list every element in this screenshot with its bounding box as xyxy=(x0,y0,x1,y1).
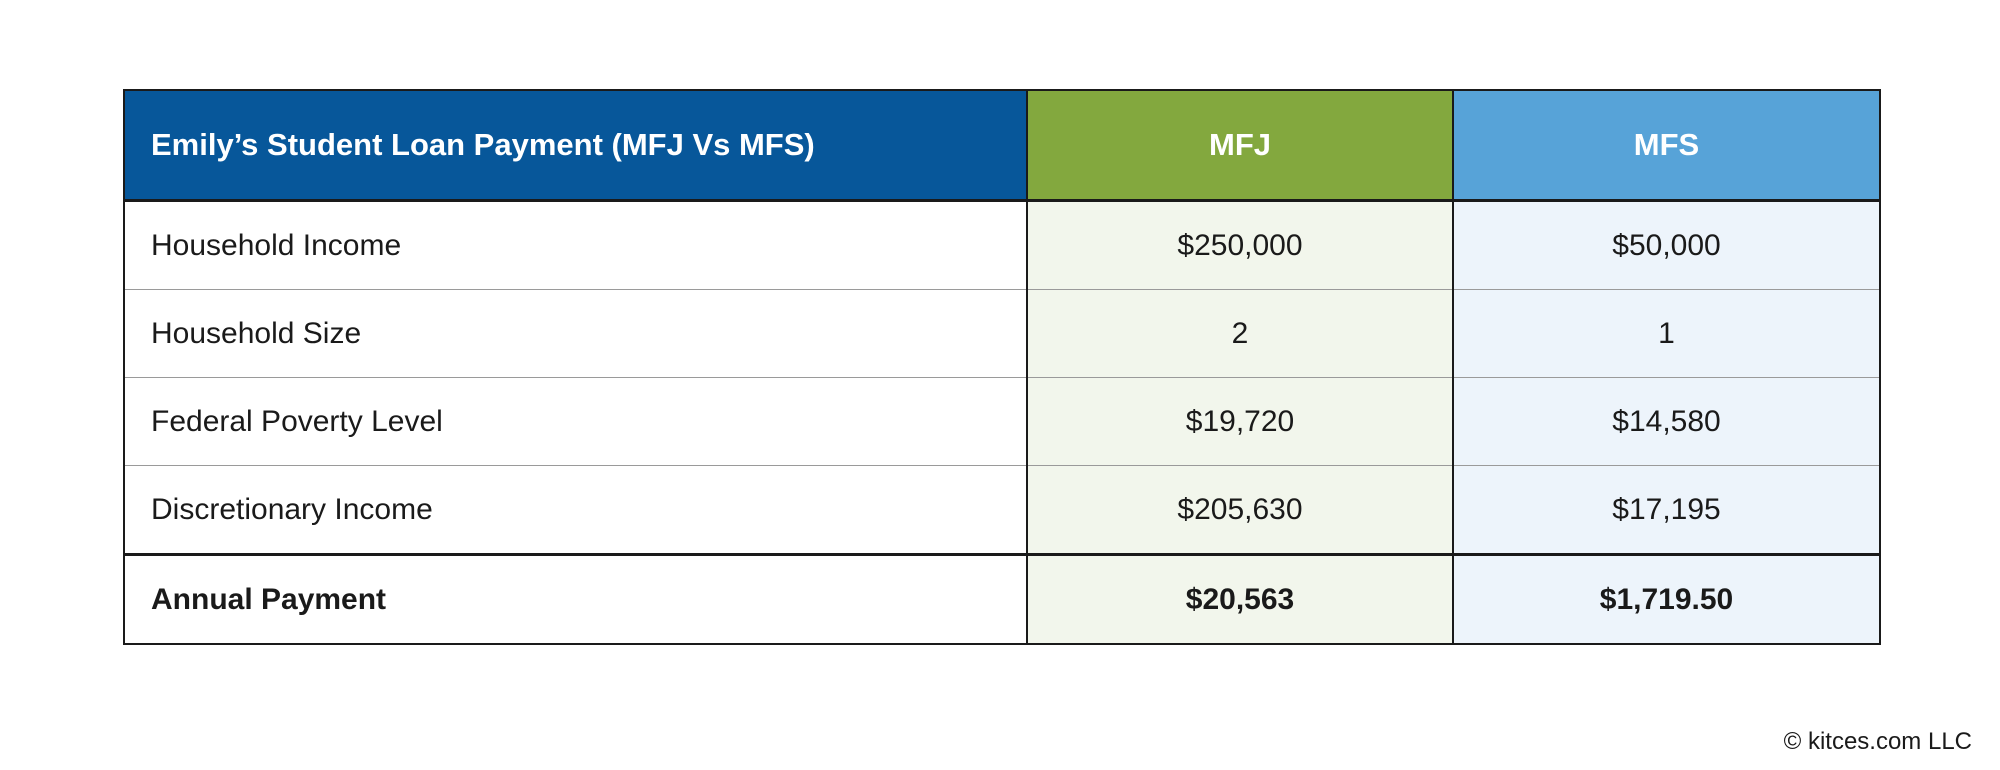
table-body: Household Income $250,000 $50,000 Househ… xyxy=(123,200,1881,645)
mfs-column-header: MFS xyxy=(1452,89,1881,202)
row-label: Household Income xyxy=(123,200,1028,290)
row-label: Federal Poverty Level xyxy=(123,377,1028,466)
mfs-total-value: $1,719.50 xyxy=(1452,553,1881,645)
student-loan-comparison-table: Emily’s Student Loan Payment (MFJ Vs MFS… xyxy=(123,89,1881,645)
mfs-value: $17,195 xyxy=(1452,465,1881,556)
table-row-federal-poverty-level: Federal Poverty Level $19,720 $14,580 xyxy=(123,377,1881,466)
table-row-household-size: Household Size 2 1 xyxy=(123,289,1881,378)
total-label: Annual Payment xyxy=(123,553,1028,645)
header-row: Emily’s Student Loan Payment (MFJ Vs MFS… xyxy=(123,89,1881,202)
mfj-value: $250,000 xyxy=(1026,200,1454,290)
mfj-value: $205,630 xyxy=(1026,465,1454,556)
row-label: Discretionary Income xyxy=(123,465,1028,556)
comparison-table-container: Emily’s Student Loan Payment (MFJ Vs MFS… xyxy=(123,89,1881,645)
mfs-value: $14,580 xyxy=(1452,377,1881,466)
row-label: Household Size xyxy=(123,289,1028,378)
mfj-value: 2 xyxy=(1026,289,1454,378)
table-title-header: Emily’s Student Loan Payment (MFJ Vs MFS… xyxy=(123,89,1028,202)
mfj-total-value: $20,563 xyxy=(1026,553,1454,645)
mfs-value: $50,000 xyxy=(1452,200,1881,290)
mfs-value: 1 xyxy=(1452,289,1881,378)
mfj-column-header: MFJ xyxy=(1026,89,1454,202)
table-row-annual-payment: Annual Payment $20,563 $1,719.50 xyxy=(123,553,1881,645)
copyright-notice: © kitces.com LLC xyxy=(1783,728,1972,755)
table-header: Emily’s Student Loan Payment (MFJ Vs MFS… xyxy=(123,89,1881,202)
table-row-household-income: Household Income $250,000 $50,000 xyxy=(123,200,1881,290)
table-row-discretionary-income: Discretionary Income $205,630 $17,195 xyxy=(123,465,1881,556)
mfj-value: $19,720 xyxy=(1026,377,1454,466)
